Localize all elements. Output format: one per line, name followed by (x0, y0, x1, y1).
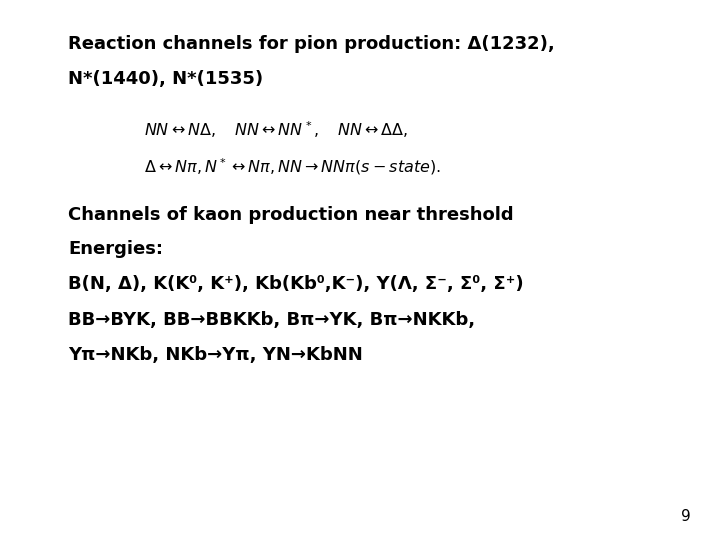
Text: Energies:: Energies: (68, 240, 163, 258)
Text: 9: 9 (681, 509, 691, 524)
Text: Reaction channels for pion production: Δ(1232),: Reaction channels for pion production: Δ… (68, 35, 555, 53)
Text: N*(1440), N*(1535): N*(1440), N*(1535) (68, 70, 264, 88)
Text: Channels of kaon production near threshold: Channels of kaon production near thresho… (68, 206, 514, 224)
Text: $NN \leftrightarrow N\Delta, \quad NN \leftrightarrow NN^*, \quad NN \leftrighta: $NN \leftrightarrow N\Delta, \quad NN \l… (144, 119, 408, 139)
Text: B(N, Δ), K(K⁰, K⁺), Kb(Kb⁰,K⁻), Y(Λ, Σ⁻, Σ⁰, Σ⁺): B(N, Δ), K(K⁰, K⁺), Kb(Kb⁰,K⁻), Y(Λ, Σ⁻,… (68, 275, 524, 293)
Text: $\Delta \leftrightarrow N\pi, N^* \leftrightarrow N\pi, NN \rightarrow NN\pi(s-s: $\Delta \leftrightarrow N\pi, N^* \leftr… (144, 157, 441, 177)
Text: Yπ→NKb, NKb→Yπ, YN→KbNN: Yπ→NKb, NKb→Yπ, YN→KbNN (68, 346, 363, 363)
Text: BB→BYK, BB→BBKKb, Bπ→YK, Bπ→NKKb,: BB→BYK, BB→BBKKb, Bπ→YK, Bπ→NKKb, (68, 310, 475, 328)
